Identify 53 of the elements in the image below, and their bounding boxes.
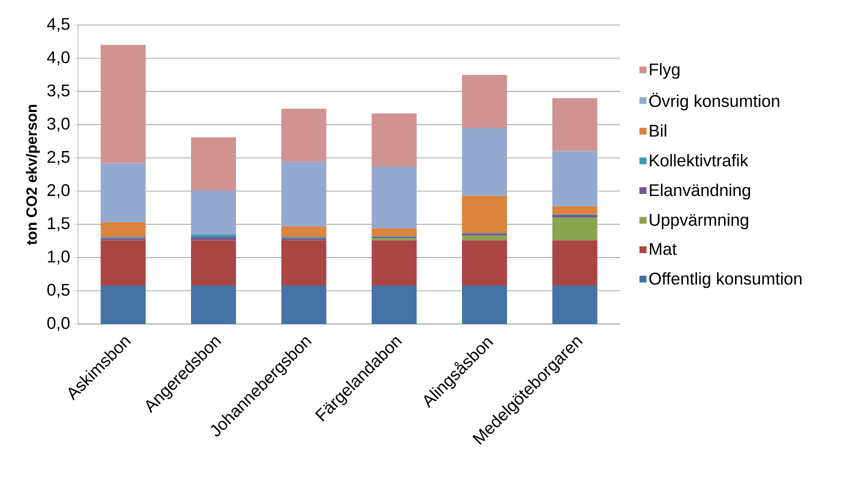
bar [462,74,507,128]
y-tick-label: 3,0 [47,118,70,132]
bar [462,128,507,196]
bar [281,285,326,324]
bar [281,240,326,286]
bar [552,240,598,286]
bar [552,285,598,324]
bar [100,44,146,164]
bar [281,108,326,162]
y-axis-title: ton CO2 ekv/person [26,104,40,245]
y-tick-label: 2,0 [48,184,70,198]
bar [191,285,236,324]
bar [100,222,146,237]
bar [191,234,236,237]
y-tick-label: 4,0 [47,51,70,66]
legend-label: Bil [650,124,666,137]
bar [191,190,236,234]
bar [372,228,417,236]
y-tick-label: 0,0 [47,317,70,331]
bar [552,151,598,206]
bar [191,137,236,190]
bar [552,206,598,214]
bar [191,240,236,286]
bar [372,240,417,286]
bar [462,240,507,286]
bar [552,215,598,218]
bar [281,162,326,226]
bar [462,236,507,240]
legend-label: Flyg [650,63,680,79]
bar [100,163,146,222]
y-tick-label: 2,5 [48,150,70,165]
bar [372,113,417,167]
bar [462,285,507,324]
legend-label: Kollektivtrafik [650,154,748,166]
legend-label: Uppvärmning [650,213,748,230]
y-tick-label: 3,5 [47,84,70,98]
bar [552,218,598,240]
bar [191,236,236,240]
legend-label: Mat [650,243,677,255]
bar [372,285,417,324]
y-tick-label: 1,5 [48,217,70,232]
y-tick-label: 1,0 [48,250,70,265]
bar [100,285,146,324]
y-tick-label: 4,5 [47,18,70,32]
bar [372,166,417,228]
legend-label: Elanvändning [650,184,750,200]
legend-label: Övrig konsumtion [649,92,780,110]
bar [462,196,507,233]
bar [100,240,146,286]
y-tick-label: 0,5 [47,284,70,298]
bar [281,226,326,237]
legend-label: Offentlig konsumtion [649,272,802,288]
bar [552,98,598,152]
